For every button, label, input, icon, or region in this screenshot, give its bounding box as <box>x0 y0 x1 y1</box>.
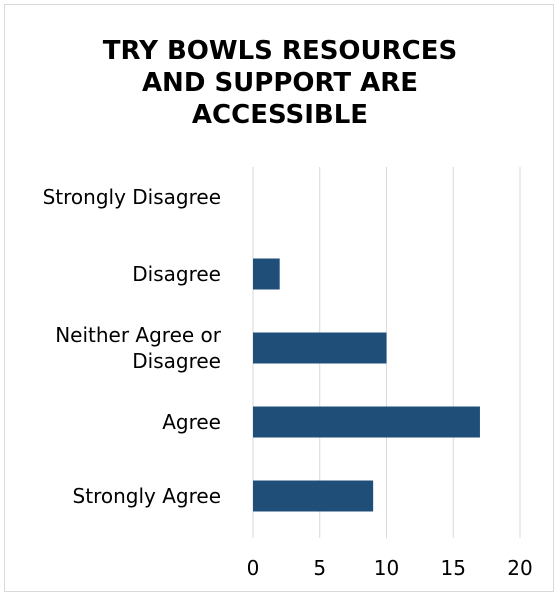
bar-4 <box>253 480 374 512</box>
chart-title-line-2: AND SUPPORT ARE <box>141 68 419 98</box>
chart-title-line-1: TRY BOWLS RESOURCES <box>102 36 458 66</box>
chart-title-line-3: ACCESSIBLE <box>191 100 369 130</box>
category-label-2-line-0: Neither Agree or <box>55 323 222 347</box>
bar-1 <box>253 258 280 290</box>
category-label-1: Disagree <box>132 262 221 286</box>
x-tick-label-2: 10 <box>374 556 399 580</box>
category-label-4: Strongly Agree <box>73 484 221 508</box>
x-tick-label-0: 0 <box>247 556 260 580</box>
chart-frame: TRY BOWLS RESOURCES AND SUPPORT ARE ACCE… <box>4 4 554 592</box>
bar-3 <box>253 406 480 438</box>
chart-title: TRY BOWLS RESOURCES AND SUPPORT ARE ACCE… <box>5 35 555 131</box>
category-label-3: Agree <box>162 410 221 434</box>
x-tick-label-4: 20 <box>507 556 532 580</box>
bar-2 <box>253 332 387 364</box>
x-tick-label-3: 15 <box>441 556 466 580</box>
category-label-2-line-1: Disagree <box>132 349 221 373</box>
x-tick-label-1: 5 <box>313 556 326 580</box>
category-label-0: Strongly Disagree <box>43 185 221 209</box>
